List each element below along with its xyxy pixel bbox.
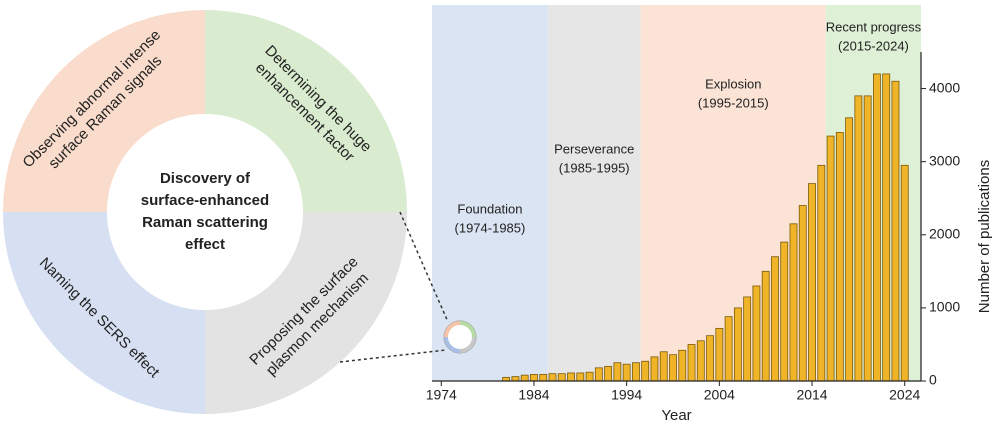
bar bbox=[539, 374, 548, 382]
bar bbox=[511, 376, 520, 382]
y-axis-label: Number of publications bbox=[976, 160, 993, 313]
bar bbox=[854, 95, 863, 382]
bar bbox=[650, 356, 659, 382]
bar bbox=[724, 316, 733, 382]
bar bbox=[706, 335, 714, 382]
center-label: Discovery of bbox=[160, 170, 251, 187]
bar bbox=[771, 256, 779, 382]
y-tick-label: 2000 bbox=[929, 225, 960, 241]
bar bbox=[743, 296, 752, 382]
segment bbox=[3, 212, 205, 414]
bar bbox=[900, 164, 909, 382]
bar bbox=[687, 344, 696, 382]
center-label: Raman scattering bbox=[142, 214, 268, 231]
center-label: effect bbox=[185, 236, 225, 253]
period-label: Perseverance bbox=[554, 141, 634, 156]
bar bbox=[576, 372, 585, 382]
segment bbox=[205, 10, 407, 212]
zoom-lines bbox=[339, 211, 449, 363]
bar bbox=[622, 363, 631, 382]
bar bbox=[696, 340, 705, 382]
bar bbox=[873, 73, 881, 382]
x-tick-label: 1984 bbox=[518, 387, 549, 403]
bar bbox=[669, 354, 677, 382]
bar bbox=[835, 132, 844, 382]
bar bbox=[641, 360, 650, 382]
y-tick-label: 3000 bbox=[929, 152, 960, 168]
bar bbox=[594, 367, 603, 382]
bar bbox=[567, 372, 575, 382]
y-tick-label: 0 bbox=[929, 372, 937, 388]
y-tick-label: 1000 bbox=[929, 299, 960, 315]
bar bbox=[882, 73, 891, 382]
period-range: (1995-2015) bbox=[698, 95, 769, 110]
mini-arc bbox=[459, 321, 476, 338]
bar bbox=[715, 327, 724, 382]
bar bbox=[530, 374, 538, 382]
center-label: surface-enhanced bbox=[141, 192, 269, 209]
mini-arc bbox=[444, 321, 461, 338]
zoom-line bbox=[339, 349, 447, 363]
bar bbox=[548, 373, 557, 382]
bar bbox=[613, 362, 622, 382]
bar bbox=[659, 351, 668, 382]
bar bbox=[632, 362, 640, 382]
y-tick-label: 4000 bbox=[929, 79, 960, 95]
bar bbox=[891, 80, 900, 382]
period-band bbox=[640, 5, 826, 381]
x-tick-label: 2014 bbox=[796, 387, 827, 403]
mini-arc bbox=[444, 336, 461, 353]
mini-arc bbox=[459, 336, 476, 353]
x-tick-label: 2004 bbox=[704, 387, 735, 403]
bar bbox=[789, 223, 798, 382]
period-label: Explosion bbox=[705, 76, 761, 91]
x-tick-label: 2024 bbox=[889, 387, 920, 403]
bar bbox=[557, 373, 566, 382]
bar bbox=[817, 164, 826, 382]
x-axis-label: Year bbox=[661, 407, 691, 424]
bar bbox=[761, 270, 770, 382]
bar bbox=[585, 371, 594, 382]
bar bbox=[752, 285, 761, 382]
center-circle bbox=[107, 114, 303, 310]
chart: Foundation (1974-1985) Perseverance (1985-1… bbox=[426, 5, 993, 424]
bar bbox=[798, 205, 807, 382]
bar bbox=[520, 374, 529, 382]
period-label: Recent progress bbox=[826, 19, 922, 34]
segment bbox=[3, 10, 205, 212]
period-range: (1974-1985) bbox=[455, 220, 526, 235]
bar bbox=[604, 365, 613, 382]
x-tick-label: 1974 bbox=[426, 387, 457, 403]
bar bbox=[845, 117, 854, 382]
period-label: Foundation bbox=[457, 201, 522, 216]
bar bbox=[826, 135, 835, 382]
bar bbox=[808, 183, 816, 382]
x-tick-label: 1994 bbox=[611, 387, 642, 403]
bar bbox=[780, 241, 789, 382]
zoom-line bbox=[399, 211, 449, 323]
period-range: (2015-2024) bbox=[838, 38, 909, 53]
period-band bbox=[432, 5, 548, 381]
period-range: (1985-1995) bbox=[559, 160, 630, 175]
segment bbox=[205, 212, 407, 414]
mini-icon bbox=[443, 320, 477, 354]
period-band bbox=[547, 5, 641, 381]
bar bbox=[733, 307, 742, 382]
bar bbox=[678, 349, 687, 382]
bar bbox=[863, 95, 872, 382]
